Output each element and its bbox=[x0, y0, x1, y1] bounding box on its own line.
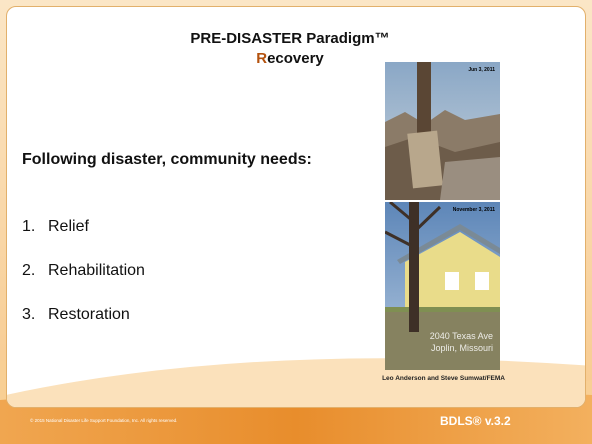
version: BDLS® v.3.2 bbox=[440, 414, 511, 428]
heading: Following disaster, community needs: bbox=[22, 146, 352, 173]
list-item: 1.Relief bbox=[22, 218, 89, 236]
photo-date: November 3, 2011 bbox=[453, 207, 495, 213]
item-number: 3. bbox=[22, 306, 48, 324]
item-number: 2. bbox=[22, 262, 48, 280]
photo-caption: 2040 Texas Ave bbox=[430, 331, 493, 341]
initial-letter: R bbox=[256, 50, 267, 67]
copyright: © 2015 National Disaster Life Support Fo… bbox=[30, 418, 177, 423]
item-text: Relief bbox=[48, 218, 89, 235]
photo-date: Jun 3, 2011 bbox=[468, 67, 495, 73]
photo-house: November 3, 2011 2040 Texas Ave Joplin, … bbox=[385, 202, 500, 370]
list-item: 3.Restoration bbox=[22, 306, 130, 324]
item-text: Restoration bbox=[48, 306, 130, 323]
photo-debris: Jun 3, 2011 bbox=[385, 62, 500, 200]
item-number: 1. bbox=[22, 218, 48, 236]
slide-title: PRE-DISASTER Paradigm™ bbox=[100, 30, 480, 47]
photo-caption: Joplin, Missouri bbox=[431, 343, 493, 353]
slide: {"slide": { "title": "PRE-DISASTER Parad… bbox=[0, 0, 592, 444]
item-text: Rehabilitation bbox=[48, 262, 145, 279]
list-item: 2.Rehabilitation bbox=[22, 262, 145, 280]
photo-credit: Leo Anderson and Steve Sumwat/FEMA bbox=[355, 375, 505, 382]
